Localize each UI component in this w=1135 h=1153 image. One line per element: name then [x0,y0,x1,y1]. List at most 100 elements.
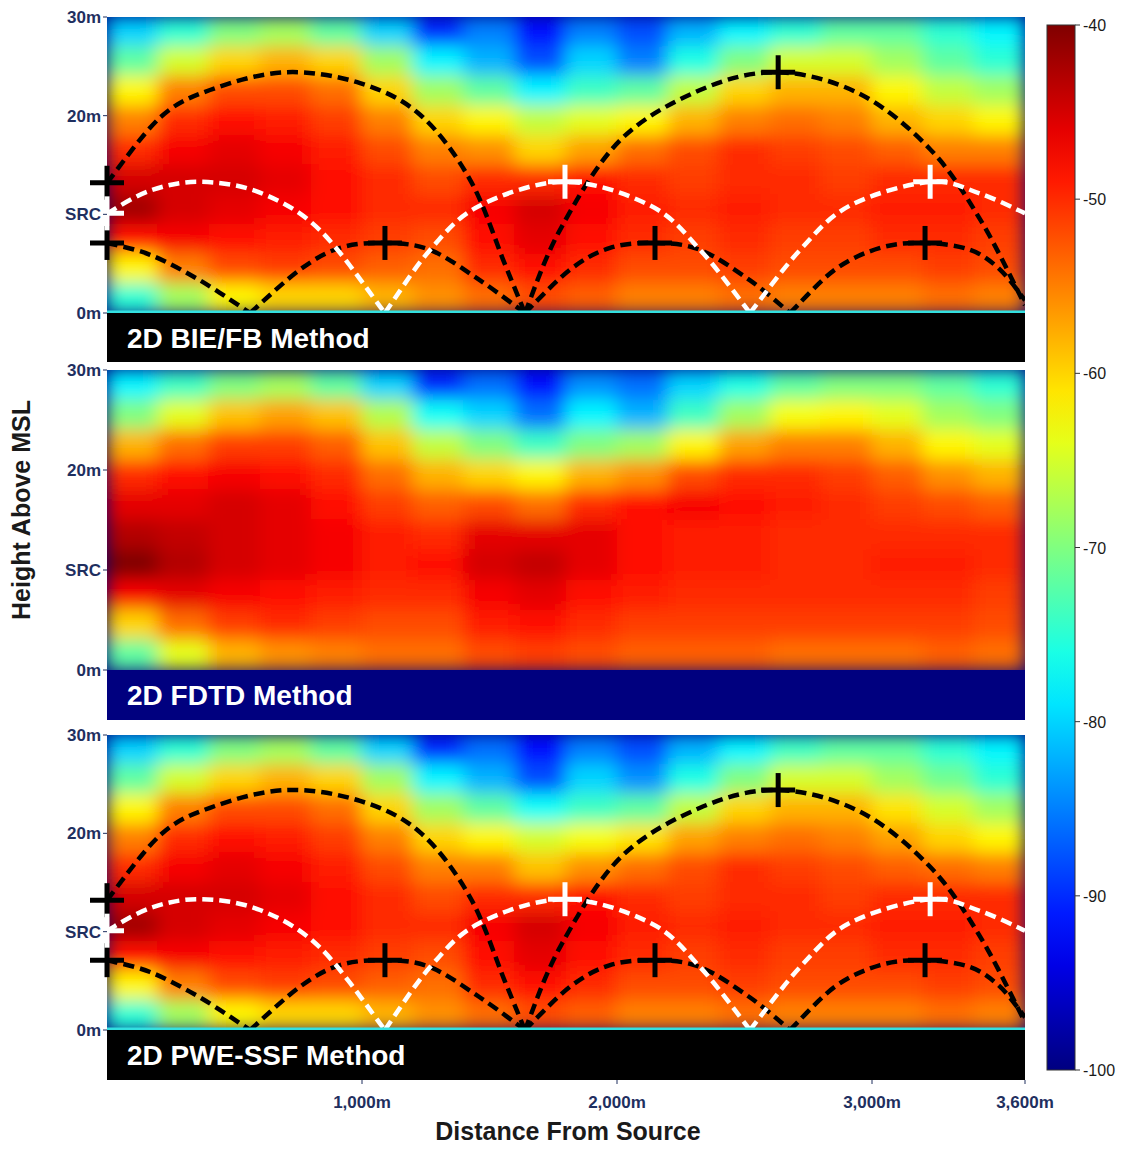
y-tick-label: SRC [65,561,101,580]
cell [107,610,159,641]
cell [107,971,159,1002]
cell [719,640,771,671]
cell [923,550,975,581]
cell [158,46,210,77]
cell [617,971,669,1002]
cell [158,640,210,671]
cell [617,735,669,765]
ray-path [790,243,1025,313]
cell [311,882,363,913]
cell [821,76,873,107]
cell [260,640,312,671]
panel: 2D FDTD Method0mSRC20m30m [65,361,1025,720]
cell [668,430,720,461]
cell [311,853,363,884]
x-tick [362,1080,363,1084]
cell [821,430,873,461]
cell [260,17,312,47]
cell [872,17,924,47]
cell [821,17,873,47]
cell [770,610,822,641]
colorbar-tick [1075,373,1080,374]
cell [668,912,720,943]
colorbar-tick [1075,199,1080,200]
cell [617,253,669,284]
cell [362,400,414,431]
cell [872,764,924,795]
cell [719,105,771,136]
cell [362,430,414,461]
ray-path [790,960,1025,1030]
cell [260,520,312,551]
cell [515,46,567,77]
cell [668,550,720,581]
cell [311,165,363,196]
cell [872,853,924,884]
cell [311,794,363,825]
y-tick [103,833,107,834]
cell [566,853,618,884]
cell [974,105,1026,136]
cell [260,400,312,431]
cell [362,941,414,972]
cross-marker [761,55,795,89]
cell [974,580,1026,611]
cell [107,735,159,765]
y-tick-label: 0m [76,661,101,680]
cell [974,550,1026,581]
cell [107,46,159,77]
cell [974,764,1026,795]
cell [413,971,465,1002]
colorbar-tick [1075,25,1080,26]
cell [107,764,159,795]
cell [158,882,210,913]
cell [260,224,312,255]
cell [566,490,618,521]
cell [209,941,261,972]
cell [260,76,312,107]
cell [311,105,363,136]
cell [515,823,567,854]
cell [515,971,567,1002]
cell [770,370,822,401]
cell [719,135,771,166]
cell [107,520,159,551]
cell [209,640,261,671]
cell [770,490,822,521]
cell [872,490,924,521]
cell [923,224,975,255]
cell [668,882,720,913]
cell [464,46,516,77]
cell [362,135,414,166]
cell [158,283,210,313]
cell [923,1000,975,1030]
cell [719,194,771,225]
plot-ground [107,370,1025,670]
cell [311,823,363,854]
cell [566,17,618,47]
cell [209,580,261,611]
cross-marker [913,165,947,199]
cell [362,764,414,795]
cell [158,550,210,581]
cell [566,76,618,107]
cell [923,105,975,136]
cell [821,640,873,671]
cell [464,610,516,641]
cell [515,735,567,765]
cell [311,550,363,581]
cell [566,46,618,77]
cell [107,253,159,284]
figure: 2D BIE/FB Method0mSRC20m30m2D FDTD Metho… [0,0,1135,1153]
cell [515,135,567,166]
cell [974,882,1026,913]
ray-path [525,960,790,1030]
colorbar-tick [1075,721,1080,722]
cell [821,400,873,431]
cell [668,460,720,491]
cell [158,224,210,255]
y-tick [103,214,107,215]
cell [260,46,312,77]
cell [413,853,465,884]
cell [668,853,720,884]
